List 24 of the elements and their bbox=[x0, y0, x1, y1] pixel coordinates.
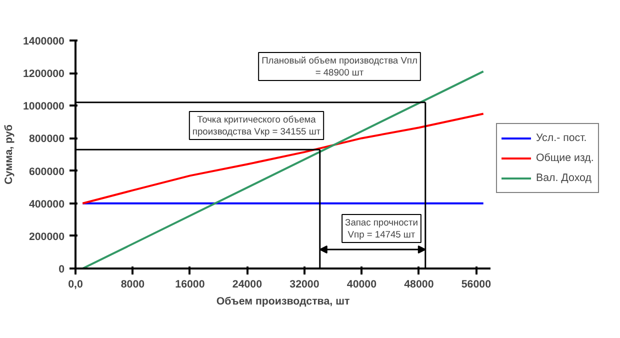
x-tick-label: 40000 bbox=[346, 278, 377, 290]
annotation: Точка критического объема производства Vкр = 34155 шт bbox=[192, 114, 322, 136]
x-tick-label: 16000 bbox=[175, 278, 205, 290]
x-axis-title: Объем производства, шт bbox=[216, 296, 350, 308]
x-tick-label: 48000 bbox=[404, 278, 434, 290]
y-tick-label: 1000000 bbox=[23, 100, 65, 113]
y-tick-label: 1400000 bbox=[23, 36, 65, 48]
y-tick-label: 1200000 bbox=[23, 68, 65, 80]
x-tick-label: 8000 bbox=[120, 278, 145, 290]
legend-label: Общие изд. bbox=[536, 152, 594, 164]
y-tick-label: 200000 bbox=[28, 230, 65, 243]
y-tick-label: 600000 bbox=[28, 166, 65, 178]
x-tick-label: 56000 bbox=[461, 278, 492, 290]
legend-label: Вал. Доход bbox=[536, 172, 592, 184]
x-tick-label: 0,0 bbox=[68, 278, 83, 290]
annotation: Плановый объем производства Vпл = 48900 шт bbox=[262, 56, 418, 78]
legend-label: Усл.- пост. bbox=[536, 132, 587, 144]
y-tick-label: 800000 bbox=[28, 133, 65, 146]
annotation: Запас прочности Vпр = 14745 шт bbox=[345, 218, 418, 240]
y-tick-label: 0 bbox=[58, 264, 65, 276]
y-axis-title: Сумма, руб bbox=[3, 124, 16, 184]
x-tick-label: 24000 bbox=[232, 278, 262, 290]
y-tick-label: 400000 bbox=[28, 198, 65, 210]
x-tick-label: 32000 bbox=[290, 278, 320, 290]
